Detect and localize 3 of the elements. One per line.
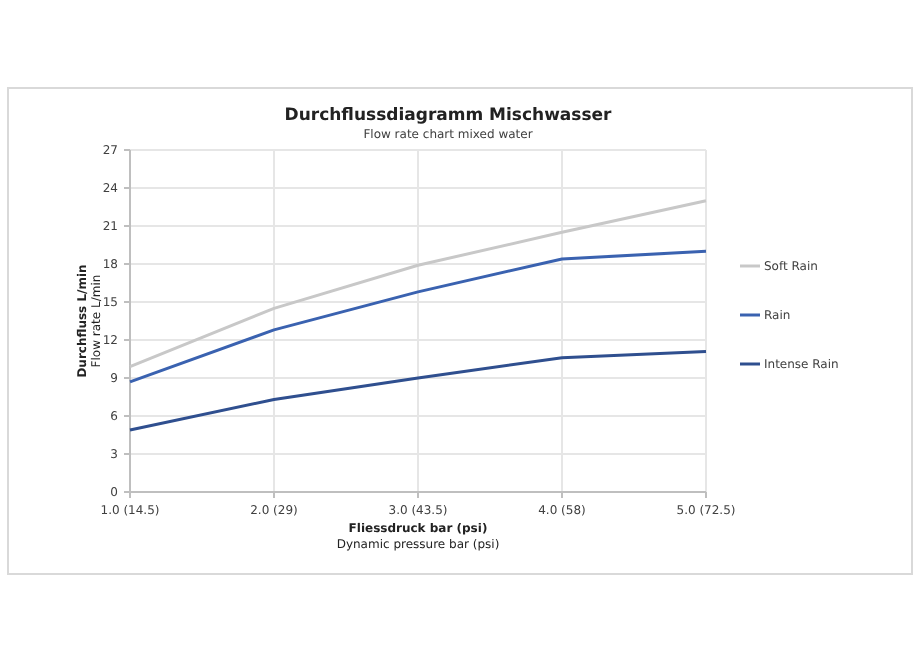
chart-title: Durchflussdiagramm Mischwasser	[284, 106, 614, 126]
line-series	[128, 249, 708, 384]
line-series	[128, 349, 708, 432]
